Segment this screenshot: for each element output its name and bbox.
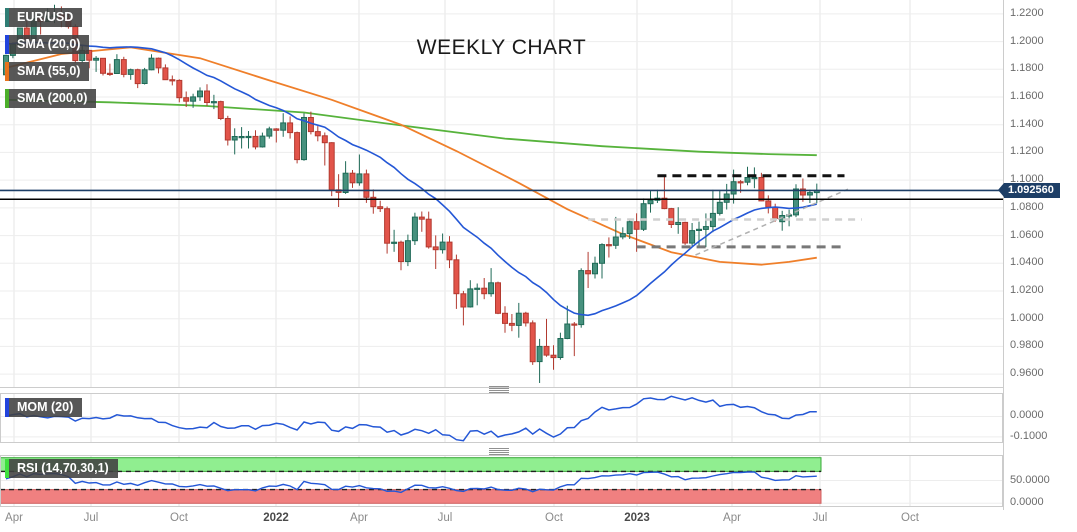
axis-tick-label: 0.0000 <box>1010 409 1044 422</box>
time-tick-label: Apr <box>5 512 23 524</box>
time-tick-label: Apr <box>723 512 741 524</box>
axis-tick-label: 1.2000 <box>1010 34 1044 47</box>
axis-tick-label: 1.0000 <box>1010 311 1044 324</box>
time-tick-label: Oct <box>545 512 563 524</box>
last-price-label: 1.092560 <box>998 183 1060 198</box>
axis-tick-label: 1.1400 <box>1010 117 1044 130</box>
rsi-chart[interactable] <box>0 455 1003 507</box>
sma55-badge[interactable]: SMA (55,0) <box>5 62 90 81</box>
symbol-badge-label: EUR/USD <box>9 8 83 27</box>
momentum-badge[interactable]: MOM (20) <box>5 398 83 417</box>
time-tick-label: Jul <box>812 512 828 524</box>
axis-tick-label: -0.1000 <box>1010 429 1048 442</box>
price-axis[interactable]: 1.2200 1.2000 1.1800 1.1600 1.1400 1.1200 1.10… <box>1003 0 1077 510</box>
panel-resize-handle[interactable] <box>489 448 509 455</box>
sma20-badge-label: SMA (20,0) <box>9 35 90 54</box>
axis-tick-label: 1.1800 <box>1010 62 1044 75</box>
chart-title: WEEKLY CHART <box>416 36 587 59</box>
main-price-chart[interactable] <box>0 0 1003 389</box>
rsi-badge[interactable]: RSI (14,70,30,1) <box>5 459 118 478</box>
time-tick-label: 2023 <box>624 512 650 524</box>
last-price-value: 1.092560 <box>1008 184 1054 196</box>
axis-tick-label: 1.0400 <box>1010 256 1044 269</box>
price-label-arrow-icon <box>998 183 1004 197</box>
sma55-badge-label: SMA (55,0) <box>9 62 90 81</box>
symbol-badge[interactable]: EUR/USD <box>5 8 83 27</box>
momentum-chart[interactable] <box>0 393 1003 444</box>
main-price-panel[interactable] <box>0 0 1003 389</box>
sma20-color-bar <box>5 35 9 54</box>
axis-tick-label: 1.2200 <box>1010 6 1044 19</box>
time-axis[interactable]: Apr Jul Oct 2022 Apr Jul Oct 2023 Apr Jul Oct <box>0 506 1077 532</box>
time-tick-label: Jul <box>437 512 453 524</box>
symbol-color-bar <box>5 8 9 27</box>
axis-tick-label: 50.0000 <box>1010 473 1050 486</box>
axis-tick-label: 1.1600 <box>1010 90 1044 102</box>
time-tick-label: Apr <box>350 512 368 524</box>
time-tick-label: Oct <box>901 512 919 524</box>
time-tick-label: Jul <box>83 512 99 524</box>
sma55-color-bar <box>5 62 9 81</box>
rsi-panel[interactable] <box>0 455 1003 507</box>
axis-tick-label: 0.9600 <box>1010 367 1044 380</box>
axis-tick-label: 1.0600 <box>1010 228 1044 241</box>
axis-tick-label: 1.0200 <box>1010 284 1044 296</box>
panel-resize-handle[interactable] <box>489 386 509 393</box>
axis-tick-label: 1.1000 <box>1010 173 1044 186</box>
rsi-badge-label: RSI (14,70,30,1) <box>9 459 118 478</box>
sma20-badge[interactable]: SMA (20,0) <box>5 35 90 54</box>
sma200-color-bar <box>5 89 9 108</box>
sma200-badge-label: SMA (200,0) <box>9 89 97 108</box>
sma200-badge[interactable]: SMA (200,0) <box>5 89 97 108</box>
time-tick-label: 2022 <box>263 512 289 524</box>
momentum-badge-label: MOM (20) <box>9 398 83 417</box>
axis-tick-label: 1.1200 <box>1010 145 1044 158</box>
momentum-panel[interactable] <box>0 393 1003 444</box>
axis-tick-label: 1.0800 <box>1010 200 1044 213</box>
momentum-color-bar <box>5 398 9 417</box>
time-tick-label: Oct <box>170 512 188 524</box>
axis-tick-label: 0.0000 <box>1010 496 1044 509</box>
rsi-color-bar <box>5 459 9 478</box>
axis-tick-label: 0.9800 <box>1010 339 1044 352</box>
